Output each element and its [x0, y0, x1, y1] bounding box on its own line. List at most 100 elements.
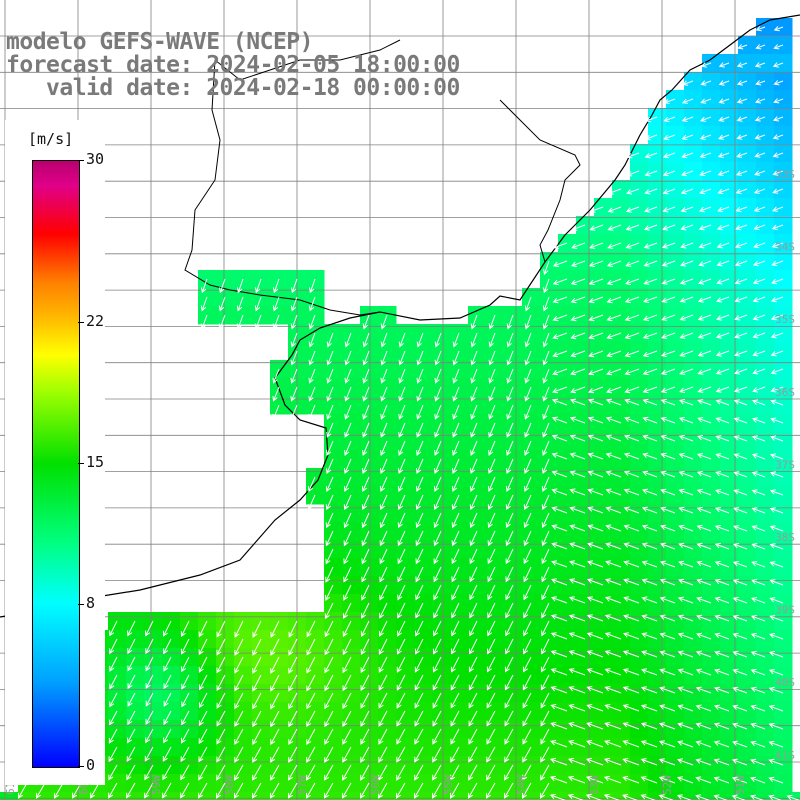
wind-speed-cell [702, 594, 721, 613]
wind-vector-arrow [642, 416, 658, 424]
wind-vector-arrow [623, 560, 640, 568]
wind-vector-arrow [662, 170, 676, 177]
wind-vector-arrow [678, 524, 694, 532]
wind-vector-arrow [344, 386, 352, 402]
wind-speed-cell [774, 684, 793, 703]
wind-vector-arrow [751, 561, 766, 568]
wind-vector-arrow [342, 692, 352, 710]
wind-vector-arrow [415, 602, 424, 619]
wind-speed-cell [576, 432, 595, 451]
wind-vector-arrow [736, 134, 748, 140]
wind-vector-arrow [163, 656, 172, 672]
wind-vector-arrow [714, 542, 730, 550]
wind-vector-arrow [324, 710, 334, 728]
wind-speed-cell [756, 612, 775, 631]
wind-speed-cell [450, 792, 469, 800]
wind-vector-arrow [342, 602, 352, 620]
wind-vector-arrow [487, 566, 496, 583]
wind-vector-arrow [752, 314, 766, 321]
wind-vector-arrow [451, 512, 460, 529]
wind-vector-arrow [642, 398, 658, 406]
wind-vector-arrow [468, 728, 478, 745]
wind-vector-arrow [735, 170, 748, 176]
wind-vector-arrow [641, 632, 658, 640]
wind-speed-cell [702, 450, 721, 469]
wind-vector-arrow [695, 650, 712, 658]
wind-vector-arrow [380, 332, 388, 348]
wind-vector-arrow [658, 758, 676, 766]
wind-speed-cell [738, 468, 757, 487]
wind-vector-arrow [541, 494, 550, 511]
wind-speed-cell [756, 540, 775, 559]
wind-vector-arrow [326, 332, 334, 348]
wind-vector-arrow [734, 278, 748, 285]
wind-vector-arrow [587, 506, 604, 514]
wind-vector-arrow [524, 332, 532, 348]
wind-speed-cell [738, 396, 757, 415]
wind-vector-arrow [432, 692, 442, 709]
wind-speed-cell [720, 648, 739, 667]
wind-speed-cell [594, 414, 613, 433]
wind-vector-arrow [660, 434, 676, 442]
wind-vector-arrow [568, 668, 586, 676]
wind-speed-cell [702, 90, 721, 109]
wind-vector-arrow [736, 152, 748, 158]
wind-speed-cell [666, 486, 685, 505]
wind-speed-cell [90, 792, 109, 800]
wind-vector-arrow [623, 596, 640, 604]
wind-vector-arrow [234, 620, 244, 638]
wind-vector-arrow [604, 596, 622, 604]
wind-vector-arrow [641, 614, 658, 622]
wind-vector-arrow [543, 278, 550, 294]
wind-vector-arrow [585, 793, 602, 800]
wind-vector-arrow [678, 542, 694, 550]
wind-vector-arrow [325, 494, 334, 511]
wind-vector-arrow [469, 548, 478, 565]
wind-speed-cell [738, 450, 757, 469]
wind-speed-cell [702, 108, 721, 127]
wind-vector-arrow [752, 350, 766, 357]
longitude-label: 58W [223, 775, 236, 795]
wind-speed-cell [720, 414, 739, 433]
wind-speed-cell [702, 432, 721, 451]
wind-speed-cell [684, 612, 703, 631]
wind-vector-arrow [270, 674, 280, 692]
wind-speed-cell [684, 558, 703, 577]
wind-speed-cell [576, 252, 595, 271]
wind-vector-arrow [216, 656, 226, 674]
wind-speed-cell [216, 792, 235, 800]
wind-vector-arrow [234, 674, 244, 692]
wind-speed-cell [756, 342, 775, 361]
wind-vector-arrow [625, 278, 640, 285]
wind-vector-arrow [433, 530, 442, 547]
wind-vector-arrow [234, 728, 244, 745]
wind-vector-arrow [770, 368, 784, 375]
wind-vector-arrow [714, 525, 730, 532]
wind-speed-cell [648, 792, 667, 800]
wind-vector-arrow [604, 704, 622, 712]
wind-speed-cell [486, 792, 505, 800]
wind-vector-arrow [541, 512, 550, 529]
wind-vector-arrow [754, 116, 766, 122]
wind-vector-arrow [380, 458, 388, 475]
wind-vector-arrow [571, 224, 586, 231]
wind-vector-arrow [644, 206, 658, 213]
wind-speed-cell [738, 594, 757, 613]
wind-speed-cell [756, 468, 775, 487]
wind-vector-arrow [434, 404, 442, 420]
wind-speed-cell [774, 432, 793, 451]
wind-vector-arrow [505, 638, 514, 655]
wind-vector-arrow [624, 386, 640, 394]
wind-vector-arrow [306, 638, 316, 656]
wind-vector-arrow [551, 470, 568, 478]
wind-vector-arrow [326, 404, 334, 420]
wind-speed-cell [396, 792, 415, 800]
wind-vector-arrow [270, 728, 280, 746]
wind-vector-arrow [180, 746, 190, 763]
wind-vector-arrow [379, 494, 388, 511]
wind-vector-arrow [524, 386, 532, 402]
wind-vector-arrow [109, 638, 118, 655]
wind-speed-cell [666, 234, 685, 253]
wind-speed-cell [684, 306, 703, 325]
wind-speed-cell [720, 144, 739, 163]
